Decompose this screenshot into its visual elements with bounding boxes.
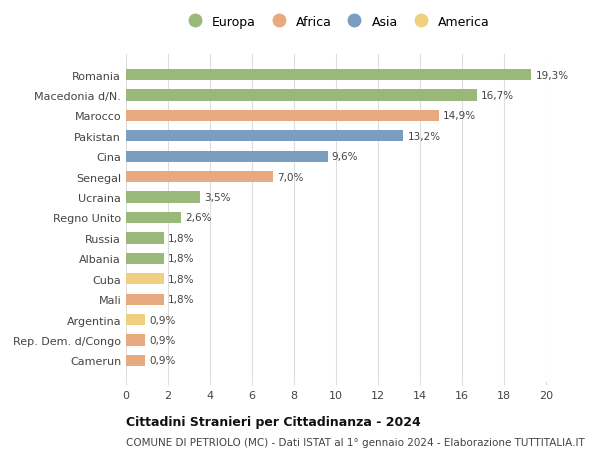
Text: 7,0%: 7,0% bbox=[277, 172, 304, 182]
Text: 0,9%: 0,9% bbox=[149, 356, 175, 365]
Bar bbox=[126, 151, 328, 162]
Bar bbox=[126, 131, 403, 142]
Bar bbox=[126, 253, 164, 264]
Text: 2,6%: 2,6% bbox=[185, 213, 211, 223]
Bar bbox=[126, 172, 273, 183]
Bar bbox=[126, 90, 476, 101]
Bar bbox=[126, 233, 164, 244]
Bar bbox=[126, 335, 145, 346]
Text: 19,3%: 19,3% bbox=[536, 71, 569, 80]
Text: 0,9%: 0,9% bbox=[149, 315, 175, 325]
Text: 9,6%: 9,6% bbox=[332, 152, 358, 162]
Text: Cittadini Stranieri per Cittadinanza - 2024: Cittadini Stranieri per Cittadinanza - 2… bbox=[126, 415, 421, 428]
Text: 14,9%: 14,9% bbox=[443, 111, 476, 121]
Text: 1,8%: 1,8% bbox=[168, 233, 194, 243]
Bar bbox=[126, 192, 199, 203]
Text: 1,8%: 1,8% bbox=[168, 295, 194, 304]
Bar bbox=[126, 213, 181, 224]
Text: 0,9%: 0,9% bbox=[149, 335, 175, 345]
Bar bbox=[126, 314, 145, 325]
Text: COMUNE DI PETRIOLO (MC) - Dati ISTAT al 1° gennaio 2024 - Elaborazione TUTTITALI: COMUNE DI PETRIOLO (MC) - Dati ISTAT al … bbox=[126, 437, 585, 447]
Bar bbox=[126, 274, 164, 285]
Text: 1,8%: 1,8% bbox=[168, 274, 194, 284]
Text: 3,5%: 3,5% bbox=[204, 193, 230, 203]
Bar bbox=[126, 70, 532, 81]
Text: 1,8%: 1,8% bbox=[168, 254, 194, 264]
Legend: Europa, Africa, Asia, America: Europa, Africa, Asia, America bbox=[182, 16, 490, 28]
Bar bbox=[126, 355, 145, 366]
Text: 13,2%: 13,2% bbox=[407, 132, 440, 141]
Bar bbox=[126, 294, 164, 305]
Text: 16,7%: 16,7% bbox=[481, 91, 514, 101]
Bar bbox=[126, 111, 439, 122]
